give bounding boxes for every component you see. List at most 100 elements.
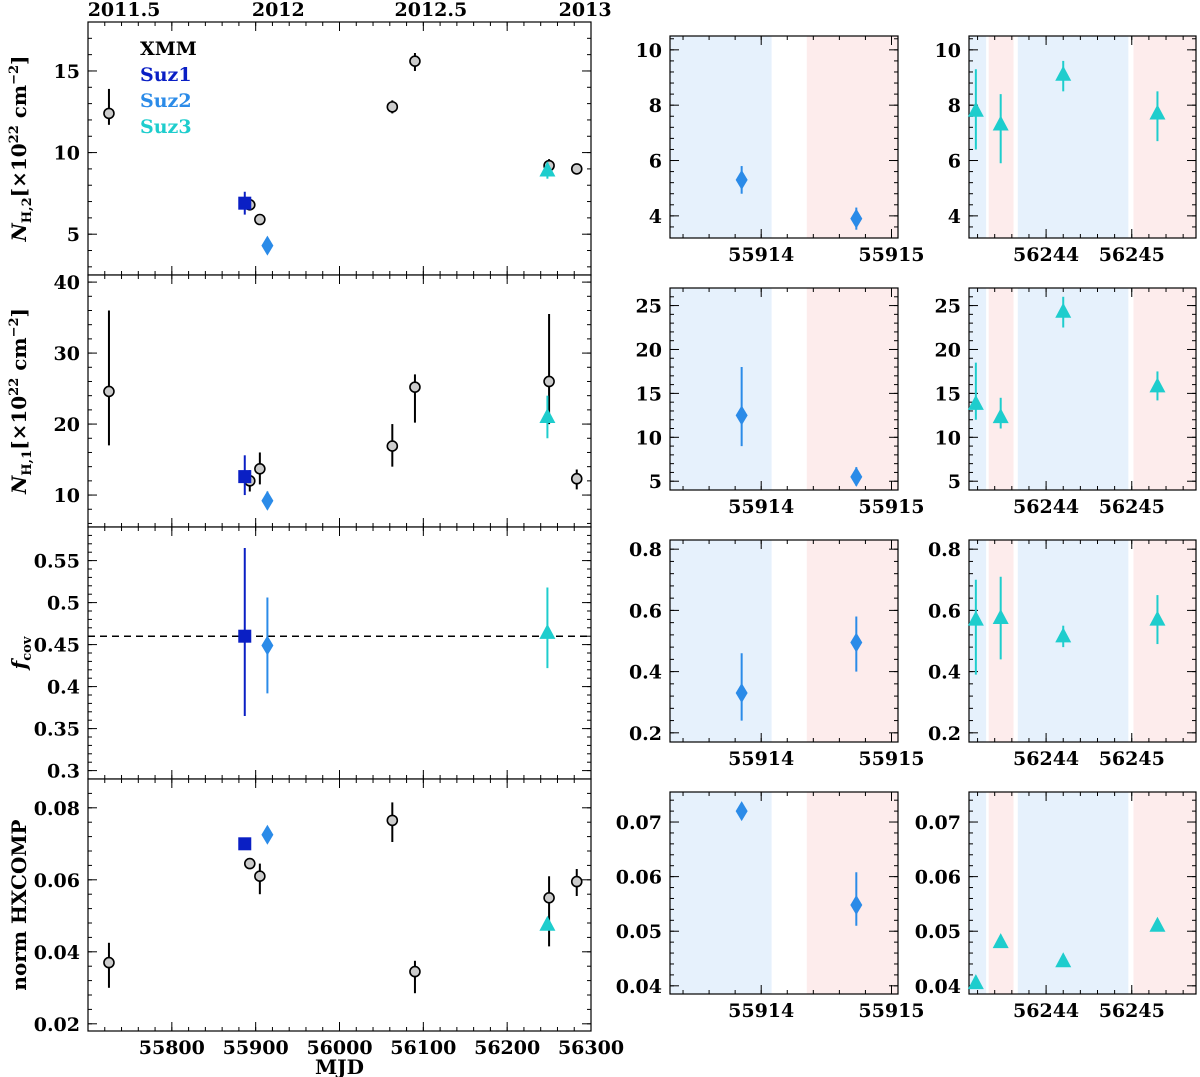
y-tick-label: 0.04 — [915, 976, 961, 998]
shaded-interval — [969, 36, 987, 238]
x-tick-label: 56244 — [1013, 1000, 1079, 1022]
x-tick-label: 56245 — [1099, 1000, 1165, 1022]
plot-frame — [87, 274, 592, 528]
y-tick-label: 4 — [649, 206, 662, 228]
marker-suz2 — [735, 683, 748, 704]
x-tick-label: 56245 — [1099, 748, 1165, 770]
y-tick-label: 0.8 — [928, 539, 961, 561]
data-point-suz3-9 — [539, 915, 556, 931]
legend-entry-suz2: Suz2 — [140, 90, 192, 112]
shaded-interval — [670, 540, 772, 742]
top-axis-label: 2011.5 — [88, 0, 161, 21]
data-point-suz2-0 — [735, 166, 748, 194]
data-point-suz3-2 — [1055, 952, 1072, 968]
zoom2-panel-nh1: 5 10 15 20 25 56244 56245 — [935, 287, 1197, 518]
plot-frame — [669, 287, 899, 491]
marker-suz3 — [1149, 377, 1166, 393]
marker-suz2 — [735, 801, 748, 822]
marker-suz3 — [992, 609, 1009, 625]
data-point-xmm-2 — [254, 452, 266, 485]
y-tick-label: 6 — [649, 151, 662, 173]
data-point-suz2-8 — [261, 235, 274, 256]
x-tick-label: 55914 — [728, 1000, 794, 1022]
zoom2-panel-nh2: 4 6 8 10 56244 56245 — [935, 35, 1197, 266]
y-tick-label: 0.6 — [928, 600, 961, 622]
x-axis-title: MJD — [315, 1055, 364, 1077]
top-axis-label: 2013 — [559, 0, 612, 21]
x-tick-label: 55914 — [728, 496, 794, 518]
data-point-suz2-1 — [850, 872, 863, 926]
data-point-suz3-1 — [992, 397, 1009, 429]
shaded-interval — [1133, 288, 1196, 490]
x-tick-label: 56100 — [390, 1037, 456, 1059]
plot-frame — [87, 778, 592, 1032]
plot-frame — [87, 21, 592, 276]
y-axis-title: fcov — [7, 636, 35, 671]
shaded-interval — [969, 288, 987, 490]
data-point-xmm-6 — [570, 469, 583, 490]
shaded-interval — [1017, 540, 1129, 742]
legend: XMM Suz1 Suz2 Suz3 — [140, 38, 197, 138]
marker-suz3 — [967, 394, 984, 410]
y-tick-label: 0.05 — [915, 921, 961, 943]
data-point-suz3-2 — [1055, 625, 1072, 648]
x-tick-label: 55915 — [858, 1000, 924, 1022]
y-tick-label: 0.05 — [616, 921, 662, 943]
data-point-xmm-4 — [409, 53, 421, 71]
plot-frame — [669, 791, 899, 995]
data-point-suz2-0 — [735, 367, 748, 447]
marker-suz2 — [850, 208, 863, 229]
shaded-interval — [1017, 36, 1129, 238]
data-point-suz3-2 — [1055, 296, 1072, 328]
x-tick-label: 55800 — [139, 1037, 205, 1059]
y-tick-label: 10 — [935, 427, 961, 449]
shaded-interval — [988, 792, 1014, 994]
y-tick-label: 0.45 — [34, 635, 80, 657]
y-tick-label: 0.06 — [616, 867, 662, 889]
y-tick-label: 8 — [948, 95, 961, 117]
data-point-xmm-6 — [570, 163, 583, 175]
marker-suz2 — [261, 824, 274, 845]
marker-suz2 — [261, 635, 274, 656]
marker-suz1 — [238, 629, 252, 643]
y-tick-label: 15 — [636, 383, 662, 405]
marker-xmm — [570, 472, 583, 485]
y-tick-label: 0.3 — [47, 761, 80, 783]
marker-xmm — [103, 385, 115, 398]
data-point-suz2-1 — [850, 466, 863, 487]
legend-entry-xmm: XMM — [140, 38, 197, 60]
marker-xmm — [386, 814, 399, 827]
marker-suz3 — [539, 161, 556, 177]
x-tick-label: 56200 — [474, 1037, 540, 1059]
marker-suz2 — [850, 466, 863, 487]
x-tick-label: 56300 — [558, 1037, 624, 1059]
marker-xmm — [254, 870, 266, 883]
data-point-suz1-7 — [238, 191, 252, 215]
marker-suz2 — [261, 235, 274, 256]
data-point-suz3-1 — [992, 576, 1009, 660]
y-axis-title: norm HXCOMP — [7, 819, 31, 990]
x-tick-label: 55915 — [858, 748, 924, 770]
zoom1-panel-fcov: 0.2 0.4 0.6 0.8 55914 55915 — [629, 539, 925, 770]
data-point-suz3-0 — [967, 579, 984, 675]
data-point-xmm-2 — [254, 863, 266, 895]
marker-suz3 — [992, 115, 1009, 131]
y-axis-title: NH,2[×1022 cm−2] — [7, 55, 35, 242]
data-point-suz2-0 — [735, 801, 748, 822]
x-tick-label: 55900 — [223, 1037, 289, 1059]
x-tick-label: 55914 — [728, 748, 794, 770]
plot-frame — [968, 539, 1197, 743]
y-tick-label: 5 — [67, 224, 80, 246]
data-point-xmm-3 — [386, 100, 399, 114]
y-tick-label: 10 — [54, 485, 80, 507]
shaded-interval — [969, 540, 987, 742]
x-tick-label: 55915 — [858, 244, 924, 266]
data-point-suz3-0 — [967, 974, 984, 990]
data-point-suz3-0 — [967, 69, 984, 150]
top-axis-label: 2012.5 — [395, 0, 468, 21]
data-point-xmm-6 — [570, 869, 583, 896]
marker-xmm — [103, 956, 115, 969]
marker-xmm — [570, 163, 583, 175]
data-point-xmm-4 — [409, 960, 421, 994]
